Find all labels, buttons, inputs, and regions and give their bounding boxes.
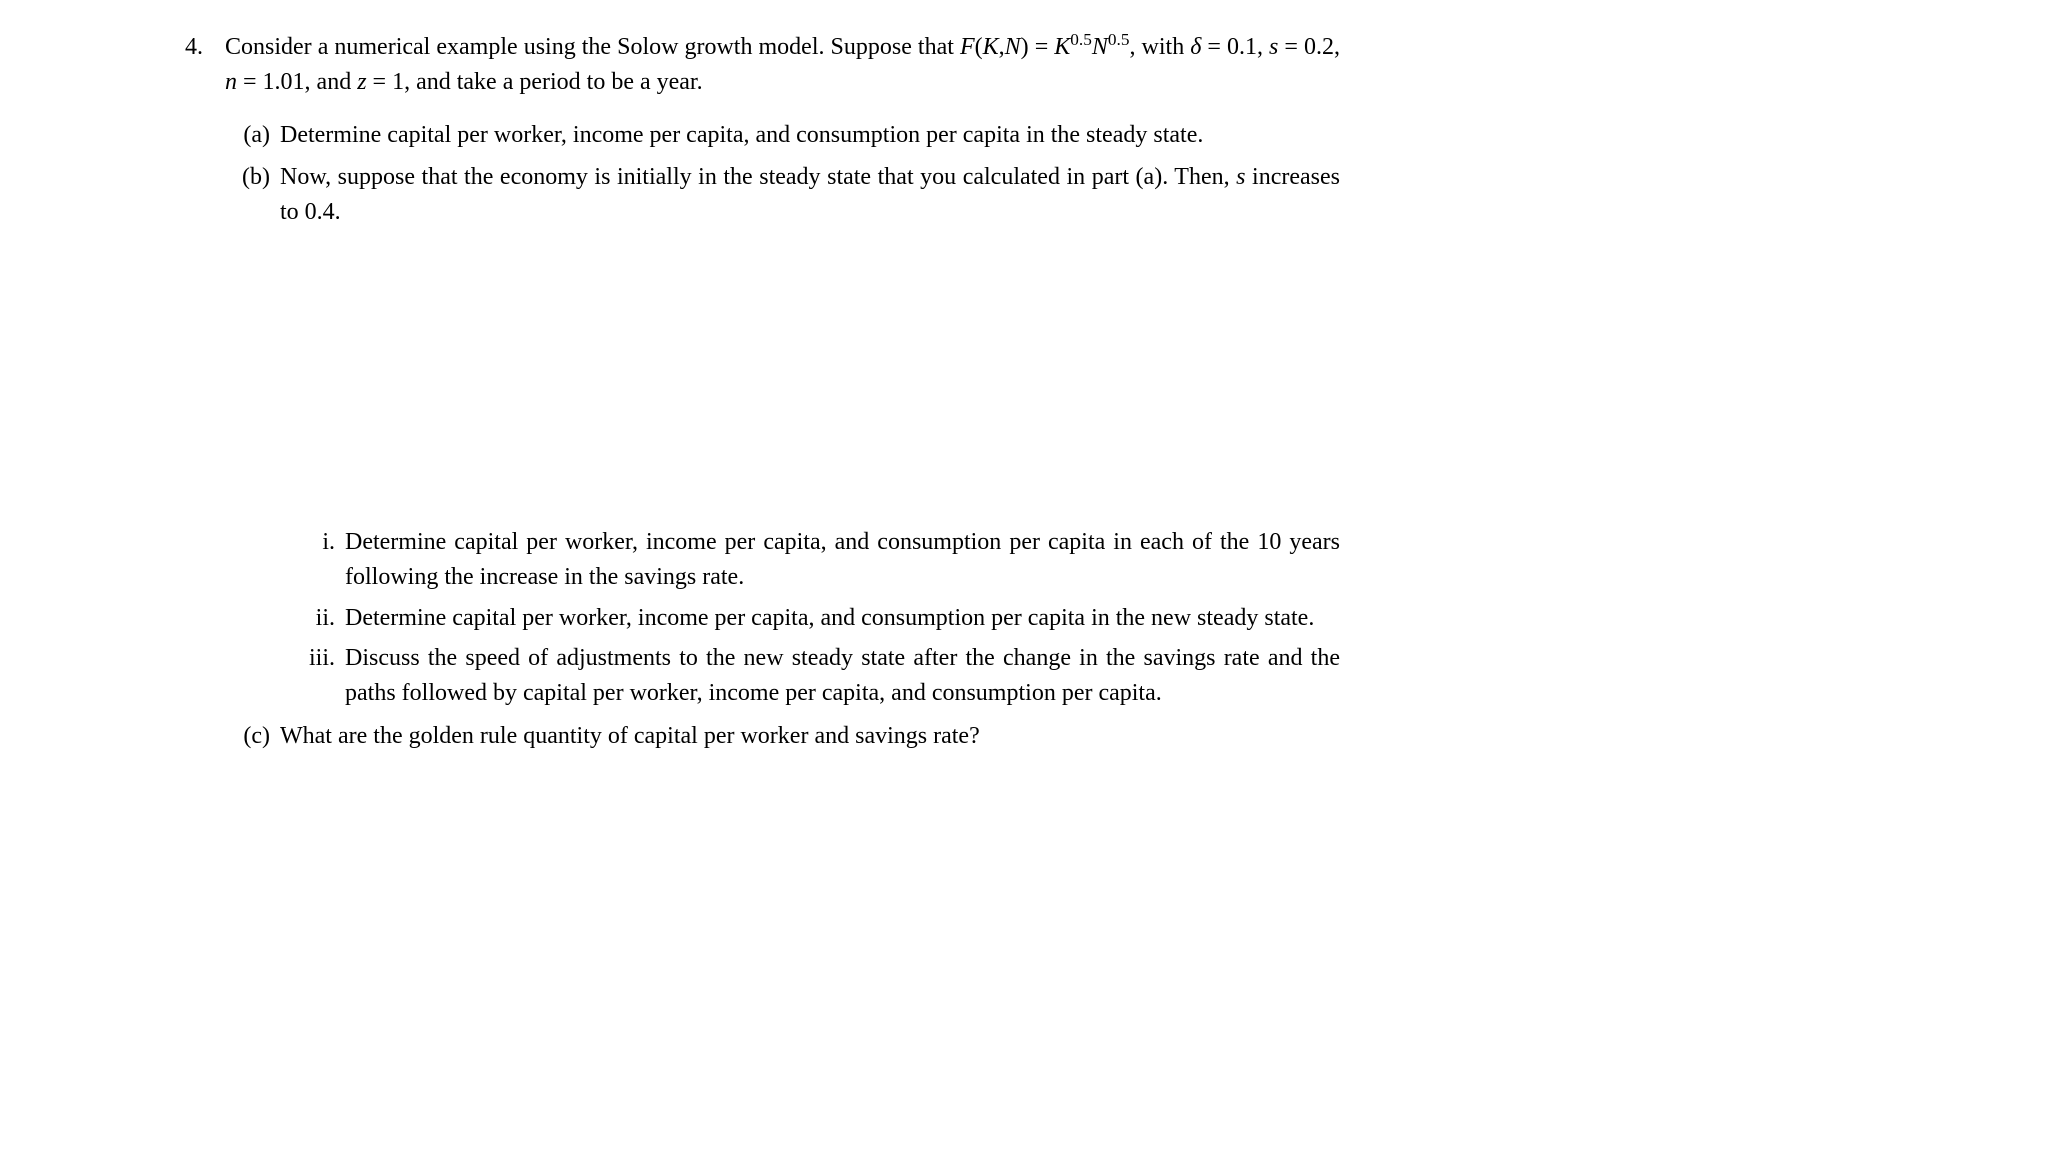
- part-b-body: Now, suppose that the economy is initial…: [280, 160, 1340, 711]
- var-n: n: [225, 69, 237, 95]
- var-K: K: [983, 34, 999, 60]
- problem-4: 4. Consider a numerical example using th…: [185, 30, 1340, 754]
- intro-text: Consider a numerical example using the S…: [225, 34, 960, 60]
- with-text: , with: [1129, 34, 1190, 60]
- n-val: = 1.01, and: [237, 69, 357, 95]
- exp-n: 0.5: [1108, 30, 1130, 49]
- part-b-label: (b): [225, 160, 280, 711]
- z-val: = 1, and take a period to be a year.: [367, 69, 703, 95]
- part-c-label: (c): [225, 719, 280, 754]
- part-a-text: Determine capital per worker, income per…: [280, 118, 1340, 153]
- var-F: F: [960, 34, 975, 60]
- paren-close: ): [1021, 34, 1029, 60]
- subpart-iii-text: Discuss the speed of adjustments to the …: [345, 641, 1340, 711]
- problem-content: 4. Consider a numerical example using th…: [185, 30, 1340, 754]
- subpart-iii-label: iii.: [280, 641, 345, 711]
- part-c: (c) What are the golden rule quantity of…: [225, 719, 1340, 754]
- formula-fkn: F(K,N) = K0.5N0.5: [960, 34, 1130, 60]
- subpart-ii-label: ii.: [280, 601, 345, 636]
- var-N2: N: [1092, 34, 1108, 60]
- subpart-iii: iii. Discuss the speed of adjustments to…: [280, 641, 1340, 711]
- var-K2: K: [1054, 34, 1070, 60]
- part-a: (a) Determine capital per worker, income…: [225, 118, 1340, 153]
- var-N: N: [1005, 34, 1021, 60]
- exp-k: 0.5: [1070, 30, 1092, 49]
- roman-list: i. Determine capital per worker, income …: [280, 525, 1340, 711]
- delta-val: = 0.1,: [1201, 34, 1269, 60]
- subpart-i-label: i.: [280, 525, 345, 595]
- var-delta: δ: [1190, 34, 1201, 60]
- subparts-list: (a) Determine capital per worker, income…: [225, 118, 1340, 754]
- part-c-text: What are the golden rule quantity of cap…: [280, 719, 1340, 754]
- part-b-s: s: [1236, 164, 1245, 190]
- eq1: =: [1029, 34, 1055, 60]
- problem-number: 4.: [185, 30, 225, 754]
- var-s: s: [1269, 34, 1278, 60]
- subpart-i: i. Determine capital per worker, income …: [280, 525, 1340, 595]
- subpart-ii-text: Determine capital per worker, income per…: [345, 601, 1340, 636]
- problem-intro: Consider a numerical example using the S…: [225, 30, 1340, 754]
- var-z: z: [357, 69, 366, 95]
- paren-open: (: [975, 34, 983, 60]
- s-val: = 0.2,: [1278, 34, 1340, 60]
- part-b: (b) Now, suppose that the economy is ini…: [225, 160, 1340, 711]
- subpart-ii: ii. Determine capital per worker, income…: [280, 601, 1340, 636]
- part-b-prefix: Now, suppose that the economy is initial…: [280, 164, 1236, 190]
- document-page: 4. Consider a numerical example using th…: [0, 0, 2046, 1149]
- part-a-label: (a): [225, 118, 280, 153]
- subpart-i-text: Determine capital per worker, income per…: [345, 525, 1340, 595]
